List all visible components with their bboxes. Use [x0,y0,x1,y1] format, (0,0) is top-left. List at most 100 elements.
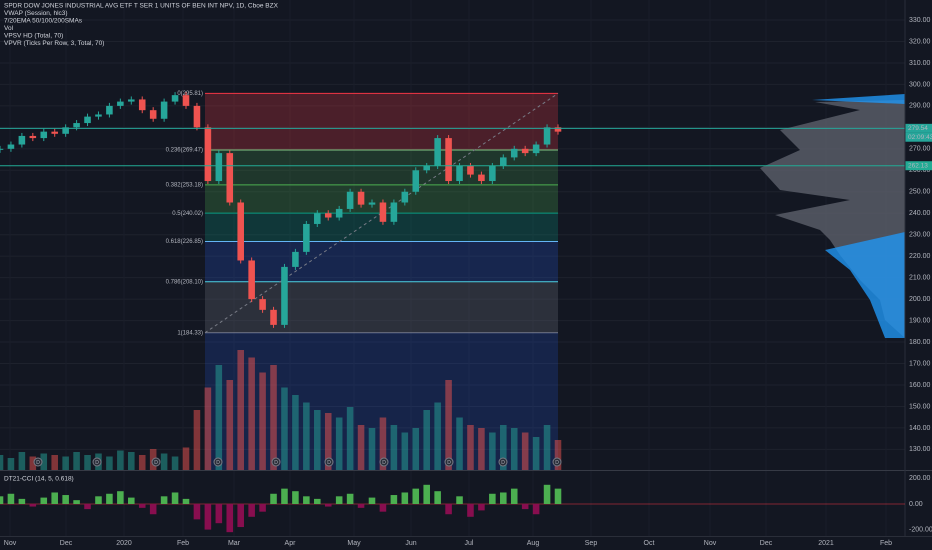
candle [73,123,80,128]
cci-bar [193,504,201,520]
candle [324,213,332,218]
cci-bar [500,492,507,504]
cci-bar [335,496,343,504]
y-tick-label: 200.00 [909,296,931,303]
cci-bar [117,491,124,504]
candle [357,191,365,205]
volume-bar [73,452,80,470]
volume-bar [226,380,234,470]
legend-line: VPSV HD (Total, 70) [4,33,63,40]
cci-bar [532,504,540,515]
candle [215,153,223,182]
cci-bar [324,504,332,507]
y-tick-label: 220.00 [909,253,931,260]
cci-bar [543,484,551,504]
candle [314,213,321,224]
volume-bar [456,417,463,470]
fib-trend [204,92,559,334]
volume-bar [303,402,310,470]
candle [292,251,299,267]
fib-zone [205,93,558,150]
candle [510,148,518,158]
cci-bar [73,500,80,504]
dividend-icon [444,457,454,467]
dividend-label: D [216,460,220,466]
candle [117,101,124,106]
volume-bar [204,387,212,470]
candle [478,174,485,182]
cci-bar [182,498,190,504]
y-tick-label: 170.00 [909,360,931,367]
candle [368,202,376,205]
cci-bar [138,504,146,508]
y-tick-label: 260.00 [909,167,931,174]
volume-bar [171,456,179,470]
cci-bar [18,498,26,504]
volume-bar [532,437,540,470]
time-label: Jul [465,540,474,547]
indicator-title: DT21-CCI (14, 5, 0.618) [4,476,74,483]
time-label: Apr [285,540,297,547]
cci-bar [445,504,452,515]
candle [7,144,15,149]
cci-bar [412,488,420,504]
candle [303,223,310,252]
fib-label: 0.5(240.02) [172,211,203,217]
cci-bar [84,504,91,510]
price-tag [905,123,932,133]
cci-bar [215,504,223,524]
candle [29,135,37,139]
cci-bar [303,496,310,504]
volume-bar [215,365,223,470]
cci-bar [160,496,168,504]
volume-profile-va [812,94,905,338]
candle [379,202,387,222]
candle [138,99,146,111]
volume-bar [182,447,190,470]
candle [390,202,398,222]
volume-bar [434,402,441,470]
fib-zone [205,149,558,185]
cci-bar [423,484,430,504]
volume-bar [160,453,168,470]
time-label: Feb [177,540,189,547]
time-label: 2021 [818,540,834,547]
volume-bar [324,413,332,470]
cci-tick-label: 0.00 [909,501,923,508]
candle [204,127,212,182]
dividend-label: D [447,460,451,466]
candle [543,127,551,145]
y-tick-label: 330.00 [909,17,931,24]
volume-bar [128,452,135,470]
y-tick-label: 210.00 [909,274,931,281]
volume-bar [237,350,244,470]
candle [226,153,234,203]
cci-bar [237,504,244,528]
cci-bar [434,491,441,504]
y-tick-label: 310.00 [909,60,931,67]
price-tag-label: 279.54 [908,125,928,132]
volume-bar [401,432,409,470]
y-tick-label: 130.00 [909,446,931,453]
legend-line: 7/20EMA 50/100/200SMAs [4,18,83,25]
dividend-icon [324,457,334,467]
cci-bar [204,504,212,530]
cci-bar [149,504,157,515]
volume-bar [138,455,146,470]
volume-bar [0,455,4,470]
volume-bar [62,456,69,470]
candle [171,95,179,102]
volume-bar [357,425,365,470]
cci-bar [171,492,179,504]
dividend-label: D [501,460,505,466]
volume-bar [346,407,354,470]
legend-line: VPVR (Ticks Per Row, 3, Total, 70) [4,40,104,47]
volume-bar [248,357,255,470]
fib-zone [205,241,558,282]
cci-bar [489,493,496,504]
dividend-label: D [382,460,386,466]
y-tick-label: 140.00 [909,425,931,432]
y-tick-label: 180.00 [909,339,931,346]
cci-bar [368,497,376,504]
candle [248,260,255,300]
